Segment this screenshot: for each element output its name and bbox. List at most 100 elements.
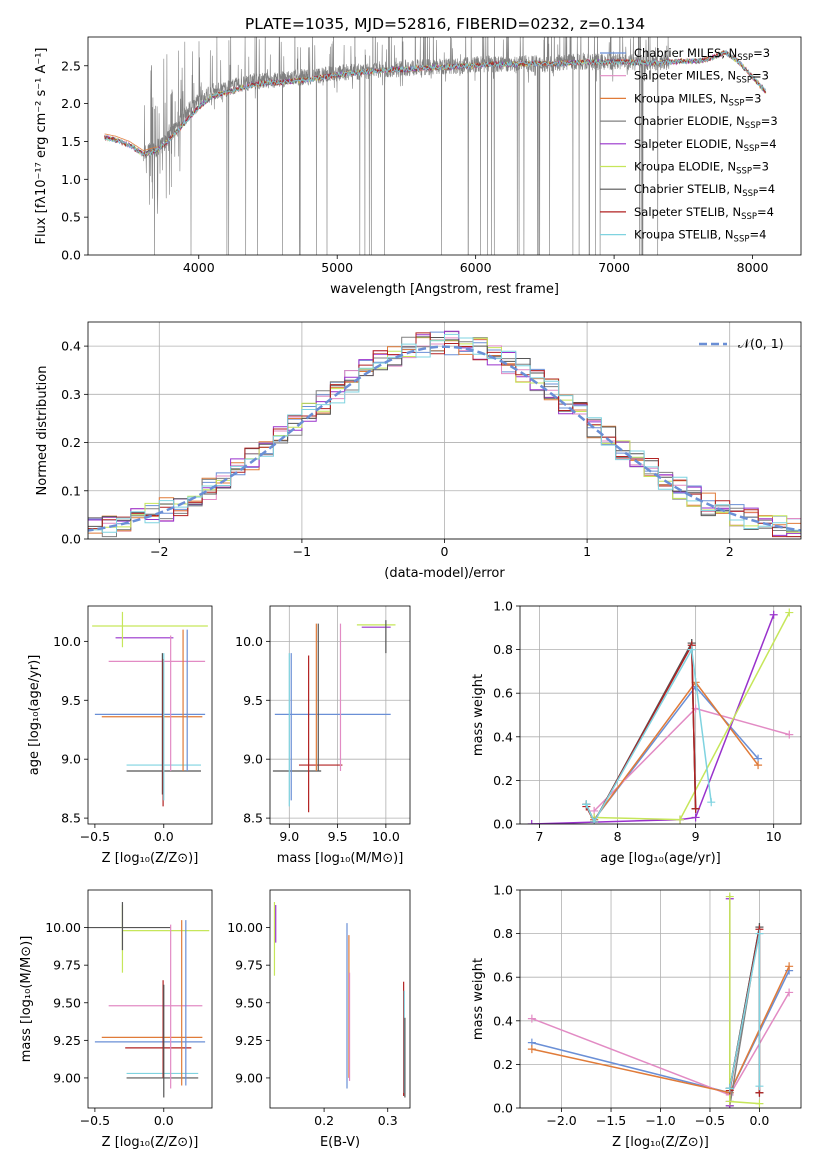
series-model <box>104 50 767 157</box>
y-axis-label: Flux [fλ10⁻¹⁷ erg cm⁻² s⁻¹ A⁻¹] <box>34 48 49 245</box>
x-tick-label: −1.0 <box>645 1113 675 1128</box>
y-axis-label: age [log₁₀(age/yr)] <box>27 655 42 776</box>
weight-line <box>585 647 712 824</box>
x-tick-label: 5000 <box>321 260 353 275</box>
axes-frame <box>87 321 802 540</box>
weight-point <box>582 800 591 809</box>
y-tick-label: 0.0 <box>61 248 81 263</box>
figure-title: PLATE=1035, MJD=52816, FIBERID=0232, z=0… <box>245 15 645 33</box>
histogram-step <box>88 333 801 537</box>
x-tick-label: −0.5 <box>80 1113 110 1128</box>
x-axis-label: E(B-V) <box>320 1135 360 1150</box>
weight-point <box>527 1045 536 1054</box>
y-tick-label: 1.0 <box>493 599 513 614</box>
axes-frame <box>519 605 802 825</box>
weight-point <box>785 988 794 997</box>
x-tick-label: 6000 <box>460 260 492 275</box>
weight-point <box>754 761 763 770</box>
weight-point <box>725 1084 734 1093</box>
x-tick-label: 9.0 <box>279 829 299 844</box>
weight-point <box>687 645 696 654</box>
panel-mass_vs_ebv: 0.2 0.3 9.00 9.25 9.50 9.75 10.00 E(B-V) <box>227 889 411 1150</box>
plot-area <box>527 608 794 824</box>
panel-weight_vs_Z: −2.0 −1.5 −1.0 −0.5 0.0 0.0 0.2 0.4 0.6 0.8 1.0 Z [… <box>471 883 802 1150</box>
plot-area <box>272 620 396 813</box>
x-tick-label: 0.3 <box>378 1113 398 1128</box>
weight-line <box>585 640 697 824</box>
y-tick-label: 2.5 <box>61 58 81 73</box>
weight-point <box>725 1097 734 1106</box>
panel-spectrum: 4000 5000 6000 7000 8000 0.0 0.5 1.0 1.5 2.0 2.5 wa… <box>34 36 802 297</box>
x-tick-label: 10 <box>766 829 782 844</box>
weight-point <box>755 1099 764 1108</box>
axes-frame <box>269 605 411 825</box>
y-tick-label: 9.50 <box>235 995 263 1010</box>
x-tick-label: −2.0 <box>546 1113 576 1128</box>
weight-line <box>729 933 761 1089</box>
y-axis-label: mass [log₁₀(M/M⊙)] <box>19 936 34 1063</box>
plot-area <box>104 37 767 255</box>
y-tick-label: 0.2 <box>493 1057 513 1072</box>
y-tick-label: 1.0 <box>61 172 81 187</box>
gauss-curve <box>88 345 801 532</box>
axes-frame <box>87 36 802 256</box>
y-tick-label: 8.5 <box>61 811 81 826</box>
y-tick-label: 8.5 <box>243 811 263 826</box>
x-tick-label: 0.2 <box>314 1113 334 1128</box>
panel-age_vs_mass: 9.0 9.5 10.0 8.5 9.0 9.5 10.0 mass [log₁₀(M/M⊙)… <box>235 605 411 866</box>
weight-line <box>729 896 760 1105</box>
x-axis-label: wavelength [Angstrom, rest frame] <box>330 282 559 297</box>
x-tick-label: −1.5 <box>596 1113 626 1128</box>
axes-frame <box>519 889 802 1109</box>
x-tick-label: 0.0 <box>154 1113 174 1128</box>
x-tick-label: −1 <box>293 544 311 559</box>
weight-point <box>769 610 778 619</box>
y-tick-label: 0.3 <box>61 387 81 402</box>
y-tick-label: 0.2 <box>493 773 513 788</box>
x-tick-label: 8000 <box>737 260 769 275</box>
legend-label: Kroupa ELODIE, NSSP=3 <box>634 160 769 177</box>
x-axis-label: (data-model)/error <box>384 566 505 581</box>
x-tick-label: 2 <box>726 544 734 559</box>
y-axis-label: Normed distribution <box>35 366 50 496</box>
y-tick-label: 0.2 <box>61 435 81 450</box>
x-axis-label: age [log₁₀(age/yr)] <box>600 851 721 866</box>
axes-frame <box>87 605 213 825</box>
y-tick-label: 0.0 <box>493 1101 513 1116</box>
panel-residuals: −2 −1 0 1 2 0.0 0.1 0.2 0.3 0.4 (data-model)/error… <box>35 321 802 581</box>
y-tick-label: 9.75 <box>53 958 81 973</box>
y-tick-label: 9.25 <box>235 1033 263 1048</box>
legend-label: Kroupa MILES, NSSP=3 <box>634 91 761 108</box>
x-tick-label: −0.5 <box>80 829 110 844</box>
y-tick-label: 0.6 <box>493 970 513 985</box>
legend: Chabrier MILES, NSSP=3 Salpeter MILES, NS… <box>600 46 778 245</box>
x-tick-label: 9 <box>692 829 700 844</box>
panel-weight_vs_age: 7 8 9 10 0.0 0.2 0.4 0.6 0.8 1.0 age [log₁₀(age/yr… <box>471 599 802 866</box>
x-tick-label: 0 <box>441 544 449 559</box>
x-axis-label: Z [log₁₀(Z/Z⊙)] <box>102 851 199 866</box>
series-observed-data <box>143 37 670 255</box>
x-tick-label: 4000 <box>183 260 215 275</box>
weight-point <box>755 1082 764 1091</box>
x-axis-label: mass [log₁₀(M/M⊙)] <box>277 851 404 866</box>
weight-point <box>707 798 716 807</box>
x-axis-label: Z [log₁₀(Z/Z⊙)] <box>102 1135 199 1150</box>
x-tick-label: 7000 <box>598 260 630 275</box>
y-tick-label: 9.0 <box>61 752 81 767</box>
weight-point <box>676 815 685 824</box>
weight-point <box>527 820 536 824</box>
x-tick-label: −2 <box>150 544 168 559</box>
y-tick-label: 0.4 <box>61 339 81 354</box>
y-tick-label: 9.25 <box>53 1033 81 1048</box>
x-tick-label: 8 <box>614 829 622 844</box>
legend-label: Chabrier STELIB, NSSP=4 <box>634 182 775 199</box>
plot-area <box>527 892 794 1108</box>
y-tick-label: 1.0 <box>493 883 513 898</box>
y-tick-label: 0.5 <box>61 210 81 225</box>
y-axis-label: mass weight <box>471 958 486 1040</box>
series-model <box>104 49 767 157</box>
y-axis-label: mass weight <box>471 674 486 756</box>
weight-line <box>585 640 697 824</box>
weight-point <box>590 817 599 824</box>
